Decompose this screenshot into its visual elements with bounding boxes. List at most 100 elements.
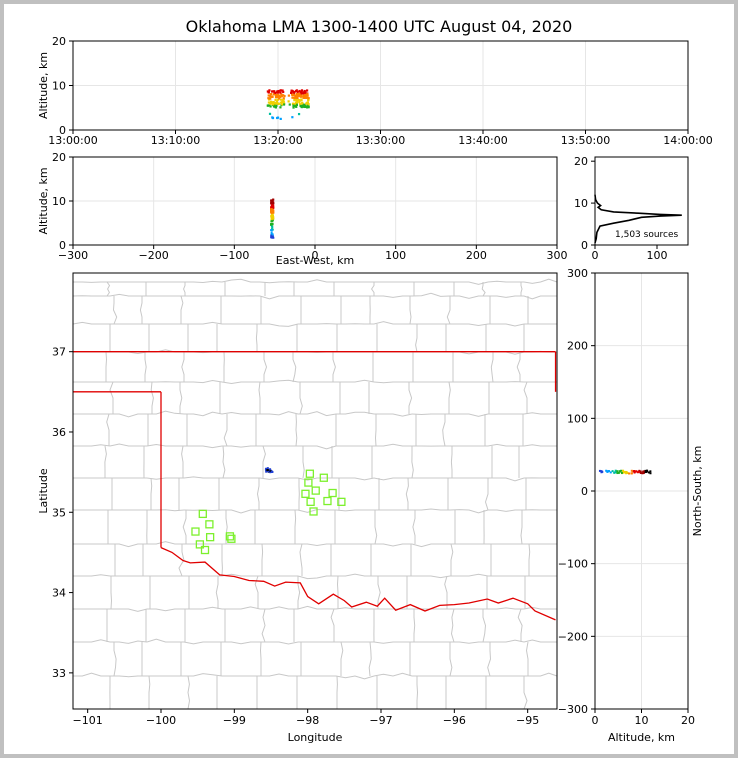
ns-altitude-xlabel: Altitude, km: [608, 731, 675, 744]
county-boundary: [178, 544, 185, 577]
county-boundary: [411, 413, 450, 416]
time-height-source-point: [287, 100, 290, 103]
ns-altitude-source-point: [644, 469, 647, 472]
time-height-source-point: [270, 101, 273, 104]
time-height-source-point: [307, 98, 310, 101]
time-height-source-point: [295, 93, 298, 96]
plan-view-source-point: [265, 470, 268, 473]
time-height-source-point: [302, 96, 305, 99]
altitude-tick-label: 0: [59, 124, 66, 137]
ns-altitude-source-point: [645, 469, 648, 472]
ns-altitude-source-point: [630, 469, 633, 472]
county-boundary: [415, 324, 418, 353]
time-height-source-point: [288, 103, 291, 106]
ew-height-source-point: [270, 211, 273, 214]
time-height-source-point: [267, 101, 271, 104]
ew-height-source-point: [271, 208, 274, 211]
time-height-source-point: [304, 94, 307, 97]
time-height-sources: [266, 89, 310, 121]
lma-station-marker: [305, 469, 315, 478]
time-height-source-point: [298, 98, 301, 102]
ns-altitude-source-point: [641, 472, 644, 475]
time-height-source-point: [297, 94, 300, 97]
county-boundary: [374, 414, 377, 447]
county-boundary: [517, 608, 523, 642]
ns-altitude-source-point: [609, 471, 612, 474]
county-boundary: [484, 478, 489, 511]
county-boundary: [488, 323, 525, 327]
county-boundary: [110, 675, 147, 678]
county-boundary: [335, 675, 375, 680]
time-height-source-point: [304, 92, 307, 95]
ns-altitude-source-point: [645, 470, 648, 473]
time-tick-label: 13:40:00: [458, 134, 507, 147]
time-height-source-point: [292, 104, 295, 107]
county-boundary: [294, 509, 297, 544]
county-boundary: [215, 576, 219, 609]
county-boundary: [298, 543, 336, 547]
county-boundary: [442, 414, 446, 447]
longitude-tick-label: −95: [516, 714, 539, 727]
county-boundary: [260, 606, 298, 610]
county-boundary: [523, 278, 558, 284]
county-boundary: [146, 443, 184, 447]
ew-height-source-point: [271, 211, 274, 214]
county-boundary: [183, 476, 222, 479]
time-height-source-point: [290, 89, 293, 92]
county-boundary: [488, 477, 525, 482]
time-height-source-point: [302, 94, 305, 97]
county-boundary: [373, 381, 412, 384]
longitude-tick-label: −98: [296, 714, 319, 727]
ns-altitude-source-point: [637, 470, 640, 473]
time-height-source-point: [267, 98, 271, 101]
longitude-tick-label: −97: [369, 714, 392, 727]
county-boundary: [520, 510, 523, 545]
time-height-source-point: [279, 91, 282, 94]
county-boundary: [488, 639, 525, 643]
time-height-source-point: [295, 105, 298, 108]
county-boundary: [373, 477, 412, 481]
time-height-source-point: [305, 102, 308, 105]
time-height-source-point: [307, 103, 310, 106]
time-height-source-point: [282, 94, 285, 97]
county-boundary: [370, 282, 375, 296]
plan-view-source-point: [267, 470, 270, 473]
ew-height-source-point: [271, 233, 274, 236]
county-boundary: [450, 295, 488, 299]
ns-altitude-source-point: [633, 470, 636, 473]
time-height-source-point: [281, 89, 284, 92]
county-boundary: [412, 508, 450, 511]
plan-view-source-point: [269, 471, 272, 474]
county-boundary: [222, 641, 260, 645]
time-height-source-point: [307, 97, 310, 100]
ns-altitude-tick-label: 10: [635, 714, 649, 727]
time-height-source-point: [291, 102, 295, 105]
county-boundary: [488, 509, 524, 512]
county-boundary: [450, 608, 455, 643]
plan-view-sources: [191, 467, 346, 555]
ew-height-source-point: [270, 206, 273, 209]
time-height-source-point: [274, 106, 277, 109]
longitude-tick-label: −101: [73, 714, 103, 727]
time-height-source-point: [269, 95, 272, 98]
time-height-source-point: [298, 89, 301, 93]
altitude-tick-label: 10: [52, 80, 66, 93]
time-height-source-point: [283, 95, 286, 98]
time-height-source-point: [290, 91, 293, 94]
ew-height-source-point: [272, 215, 275, 218]
ew-height-ticks: −300 −200 −100 0 100 200 300 0 10 20: [52, 151, 568, 262]
county-boundary: [298, 445, 337, 450]
plan-view-source-point: [270, 470, 273, 473]
lma-station-marker: [323, 496, 332, 506]
ew-height-source-point: [270, 199, 273, 202]
ns-altitude-source-point: [606, 470, 609, 473]
county-boundary: [332, 352, 336, 382]
time-height-source-point: [291, 96, 294, 99]
ew-height-source-point: [270, 229, 273, 232]
ns-altitude-source-point: [625, 472, 628, 475]
histogram-y-tick-label: 10: [574, 197, 588, 210]
county-boundary: [184, 445, 223, 449]
county-boundary: [336, 379, 375, 383]
plan-view-frame: [72, 272, 558, 710]
county-boundary: [292, 352, 297, 383]
